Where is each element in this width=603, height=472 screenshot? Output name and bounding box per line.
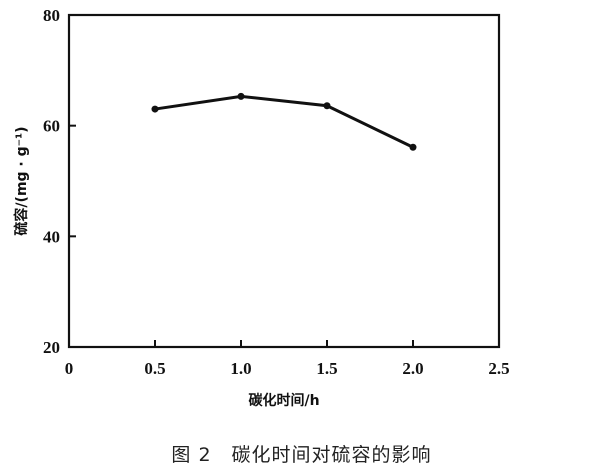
x-tick-label: 0.5 — [144, 359, 165, 378]
y-tick-label: 40 — [43, 227, 60, 246]
data-point — [151, 105, 159, 113]
x-tick-label: 0 — [65, 359, 74, 378]
x-tick-label: 2.5 — [488, 359, 509, 378]
data-point — [409, 143, 417, 151]
x-tick-label: 2.0 — [402, 359, 423, 378]
x-tick-label: 1.0 — [230, 359, 251, 378]
series-line — [154, 94, 414, 149]
y-tick-label: 60 — [43, 117, 60, 136]
y-axis-label: 硫容/(mg · g⁻¹) — [13, 126, 30, 235]
plot-frame — [67, 13, 501, 349]
y-tick-label: 20 — [43, 338, 60, 357]
line-chart: 0 0.5 1.0 1.5 2.0 2.5 20 40 60 80 碳化时间/h 硫容/(mg · g… — [13, 6, 510, 409]
x-axis-label: 碳化时间/h — [248, 392, 319, 409]
y-tick-label: 80 — [43, 6, 60, 25]
x-tick-label: 1.5 — [316, 359, 337, 378]
data-point — [237, 92, 245, 100]
data-point — [323, 102, 331, 110]
figure-caption: 图 2 碳化时间对硫容的影响 — [171, 444, 432, 466]
